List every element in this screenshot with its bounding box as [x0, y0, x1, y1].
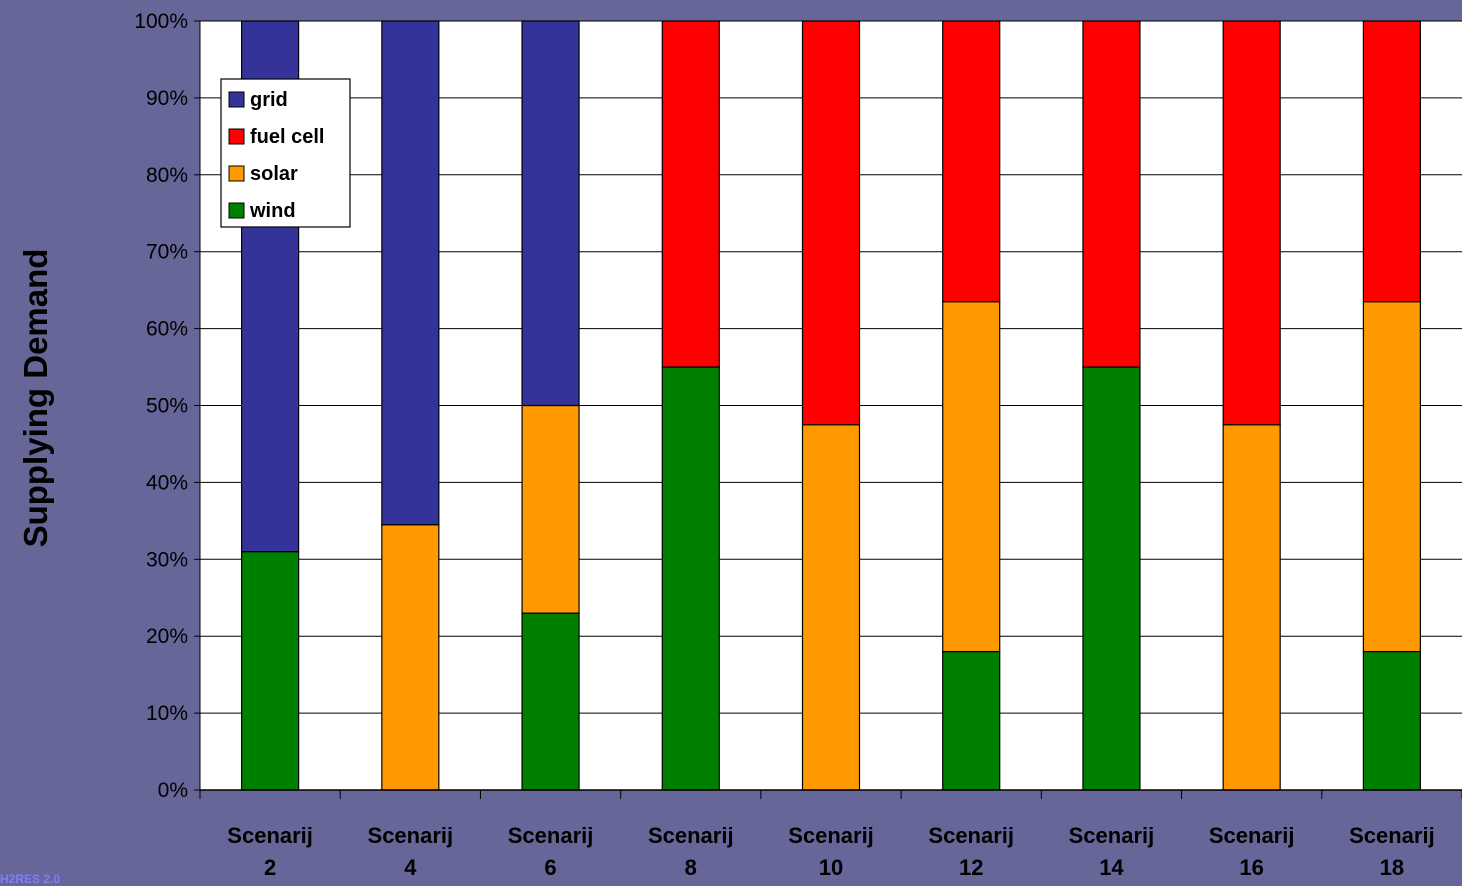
bar-segment-grid	[381, 20, 440, 526]
x-tick-label: Scenarij 12	[928, 823, 1014, 880]
y-tick-label: 40%	[146, 471, 188, 494]
legend-label: wind	[249, 200, 296, 222]
legend-label: grid	[250, 89, 288, 111]
bar-segment-wind	[661, 366, 720, 791]
x-tick-label: Scenarij 18	[1349, 823, 1435, 880]
x-tick-label: Scenarij 6	[508, 823, 594, 880]
bar-segment-wind	[1082, 366, 1141, 791]
bar-segment-fuel-cell	[1082, 20, 1141, 368]
bar-segment-fuel-cell	[942, 20, 1001, 303]
bars	[241, 20, 1421, 791]
y-tick-label: 100%	[134, 10, 188, 33]
bar-segment-solar	[801, 424, 861, 791]
bar-segment-fuel-cell	[1362, 20, 1421, 303]
y-tick-label: 70%	[146, 241, 188, 264]
watermark-text: H2RES 2.0	[0, 872, 61, 886]
bar-segment-wind	[1362, 650, 1421, 791]
x-tick-label: Scenarij 8	[648, 823, 734, 880]
bar-segment-fuel-cell	[1222, 20, 1281, 426]
bar-segment-solar	[942, 301, 1001, 653]
y-tick-label: 50%	[146, 395, 188, 418]
y-tick-label: 60%	[146, 318, 188, 341]
x-tick-label: Scenarij 10	[788, 823, 874, 880]
y-tick-label: 30%	[146, 548, 188, 571]
bar-segment-solar	[381, 524, 440, 791]
legend-swatch-fuel-cell	[228, 128, 245, 145]
x-tick-label: Scenarij 14	[1069, 823, 1155, 880]
y-axis-label: Supplying Demand	[17, 249, 54, 548]
axes: 0% 10% 20% 30% 40% 50% 60% 70% 80% 90% 100% Scenari…	[134, 10, 1462, 880]
legend-label: fuel cell	[250, 126, 324, 148]
y-tick-label: 90%	[146, 87, 188, 110]
bar-segment-grid	[521, 20, 580, 407]
bar-segment-wind	[942, 650, 1001, 791]
y-tick-label: 80%	[146, 164, 188, 187]
x-tick-label: Scenarij 16	[1209, 823, 1295, 880]
bar-segment-wind	[241, 551, 300, 791]
x-tick-label: Scenarij 2	[227, 823, 313, 880]
legend: grid fuel cell solar wind	[220, 78, 351, 228]
legend-swatch-wind	[228, 202, 245, 219]
x-tick-label: Scenarij 4	[368, 823, 454, 880]
y-tick-label: 0%	[158, 779, 188, 802]
bar-segment-solar	[1222, 424, 1281, 791]
legend-swatch-grid	[228, 91, 245, 108]
y-tick-label: 10%	[146, 702, 188, 725]
bar-segment-solar	[1362, 301, 1421, 653]
legend-label: solar	[250, 163, 298, 185]
legend-swatch-solar	[228, 165, 245, 182]
bar-segment-fuel-cell	[801, 20, 861, 426]
bar-segment-wind	[521, 612, 580, 791]
bar-segment-fuel-cell	[661, 20, 720, 368]
y-tick-label: 20%	[146, 625, 188, 648]
bar-segment-solar	[521, 404, 580, 614]
